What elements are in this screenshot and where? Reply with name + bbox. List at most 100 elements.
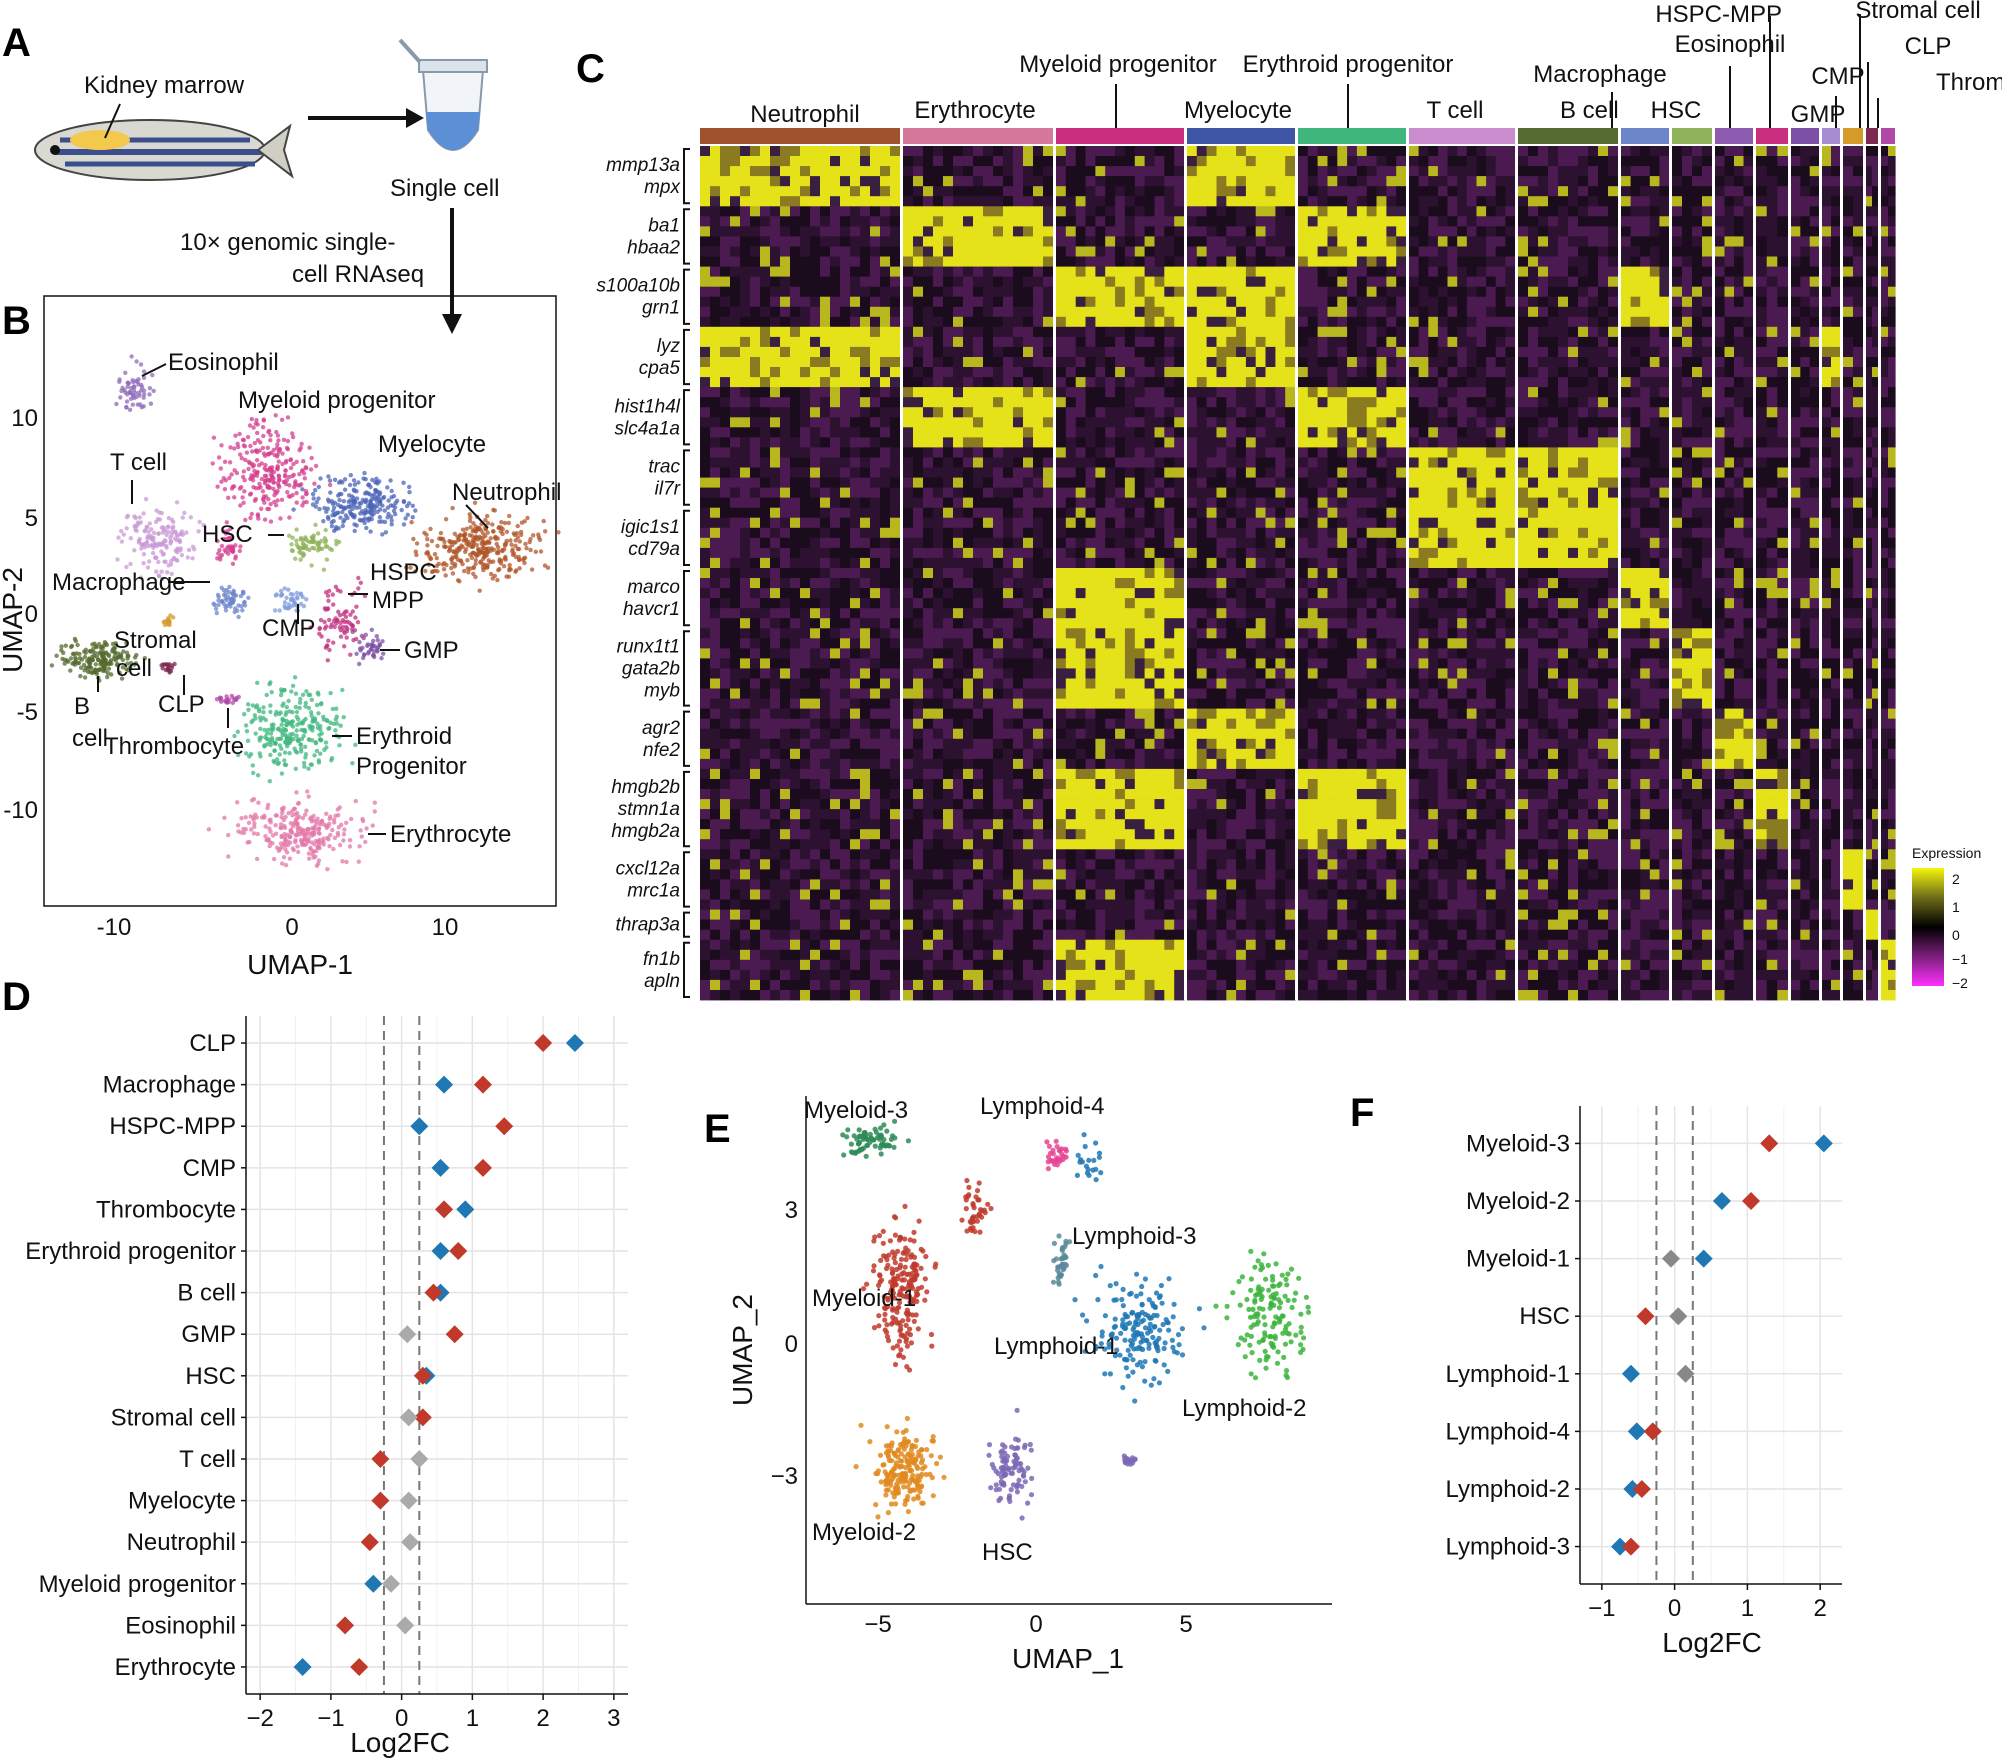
umap-b-point bbox=[334, 585, 338, 589]
heat-cell bbox=[780, 206, 791, 216]
heat-cell bbox=[1568, 367, 1579, 377]
heat-cell bbox=[1086, 176, 1096, 186]
heat-cell bbox=[1285, 277, 1295, 287]
heat-cell bbox=[1548, 206, 1559, 216]
heat-cell bbox=[1367, 176, 1377, 186]
heat-cell bbox=[1767, 156, 1778, 166]
heat-cell bbox=[973, 216, 984, 226]
heat-cell bbox=[1538, 267, 1549, 277]
heat-cell bbox=[1548, 377, 1559, 387]
heat-cell bbox=[933, 337, 944, 347]
heat-cell bbox=[720, 206, 731, 216]
heat-cell bbox=[1076, 236, 1086, 246]
heat-cell bbox=[1631, 156, 1641, 166]
heat-cell bbox=[1888, 226, 1896, 236]
heat-cell bbox=[1692, 196, 1703, 206]
umap-b-point bbox=[360, 834, 364, 838]
umap-b-point bbox=[358, 646, 362, 650]
umap-b-point bbox=[291, 684, 295, 688]
heat-cell bbox=[903, 327, 914, 337]
heat-cell bbox=[1095, 166, 1105, 176]
umap-b-point bbox=[294, 539, 298, 543]
heat-cell bbox=[983, 317, 994, 327]
heat-cell bbox=[1318, 186, 1328, 196]
heat-cell bbox=[1538, 327, 1549, 337]
umap-b-point bbox=[372, 508, 376, 512]
umap-b-point bbox=[442, 567, 446, 571]
heat-cell bbox=[1377, 287, 1387, 297]
umap-b-point bbox=[481, 531, 485, 535]
umap-b-point bbox=[228, 460, 232, 464]
heat-cell bbox=[1650, 367, 1660, 377]
heat-cell bbox=[1125, 206, 1135, 216]
umap-b-point bbox=[331, 707, 335, 711]
heat-cell bbox=[1386, 236, 1396, 246]
heat-cell bbox=[1396, 357, 1406, 367]
heat-cell bbox=[1518, 297, 1529, 307]
umap-b-point bbox=[130, 378, 134, 382]
heat-cell bbox=[933, 287, 944, 297]
heat-cell bbox=[1125, 317, 1135, 327]
heat-cell bbox=[1866, 146, 1873, 156]
heat-cell bbox=[1682, 156, 1693, 166]
heat-cell bbox=[1457, 277, 1467, 287]
heat-cell bbox=[1608, 347, 1619, 357]
heat-cell bbox=[1197, 206, 1207, 216]
heat-cell bbox=[1831, 257, 1841, 267]
heat-cell bbox=[1725, 337, 1735, 347]
heat-cell bbox=[880, 317, 891, 327]
heat-cell bbox=[1744, 287, 1754, 297]
heat-cell bbox=[1328, 367, 1338, 377]
heat-cell bbox=[1810, 236, 1820, 246]
heat-cell bbox=[1843, 367, 1854, 377]
heat-cell bbox=[943, 206, 954, 216]
heat-cell bbox=[1881, 327, 1889, 337]
heat-cell bbox=[1831, 337, 1841, 347]
umap-b-point bbox=[272, 857, 276, 861]
heat-cell bbox=[840, 277, 851, 287]
heat-cell bbox=[1377, 196, 1387, 206]
umap-b-point bbox=[158, 543, 162, 547]
heat-cell bbox=[963, 186, 974, 196]
heat-cell bbox=[820, 287, 831, 297]
heat-cell bbox=[1650, 196, 1660, 206]
heat-cell bbox=[903, 347, 914, 357]
heat-cell bbox=[1872, 307, 1879, 317]
heat-cell bbox=[1767, 337, 1778, 347]
heat-cell bbox=[750, 377, 761, 387]
heat-cell bbox=[1598, 186, 1609, 196]
heat-cell bbox=[1831, 327, 1841, 337]
heat-cell bbox=[1672, 307, 1683, 317]
heat-cell bbox=[1337, 156, 1347, 166]
heat-cell bbox=[1266, 377, 1276, 387]
umap-b-point bbox=[317, 627, 321, 631]
umap-b-point bbox=[342, 499, 346, 503]
heat-cell bbox=[1457, 196, 1467, 206]
heat-cell bbox=[860, 236, 871, 246]
heat-cell bbox=[1396, 277, 1406, 287]
heat-cell bbox=[780, 196, 791, 206]
heat-cell bbox=[1538, 257, 1549, 267]
heat-cell bbox=[1285, 337, 1295, 347]
heat-cell bbox=[800, 186, 811, 196]
umap-b-point bbox=[293, 557, 297, 561]
umap-b-point bbox=[336, 610, 340, 614]
umap-b-point bbox=[354, 799, 358, 803]
heat-cell bbox=[1337, 226, 1347, 236]
heat-cell bbox=[780, 317, 791, 327]
umap-b-point bbox=[283, 474, 287, 478]
heat-cell bbox=[1682, 257, 1693, 267]
umap-b-point bbox=[530, 567, 534, 571]
heat-cell bbox=[1164, 307, 1174, 317]
heat-cell bbox=[1095, 247, 1105, 257]
heat-cell bbox=[933, 206, 944, 216]
heat-cell bbox=[1164, 317, 1174, 327]
umap-b-point bbox=[309, 467, 313, 471]
umap-b-point bbox=[371, 823, 375, 827]
heat-cell bbox=[700, 307, 711, 317]
heat-cell bbox=[1174, 236, 1184, 246]
heat-cell bbox=[1428, 176, 1438, 186]
heat-cell bbox=[1457, 176, 1467, 186]
heat-cell bbox=[720, 317, 731, 327]
